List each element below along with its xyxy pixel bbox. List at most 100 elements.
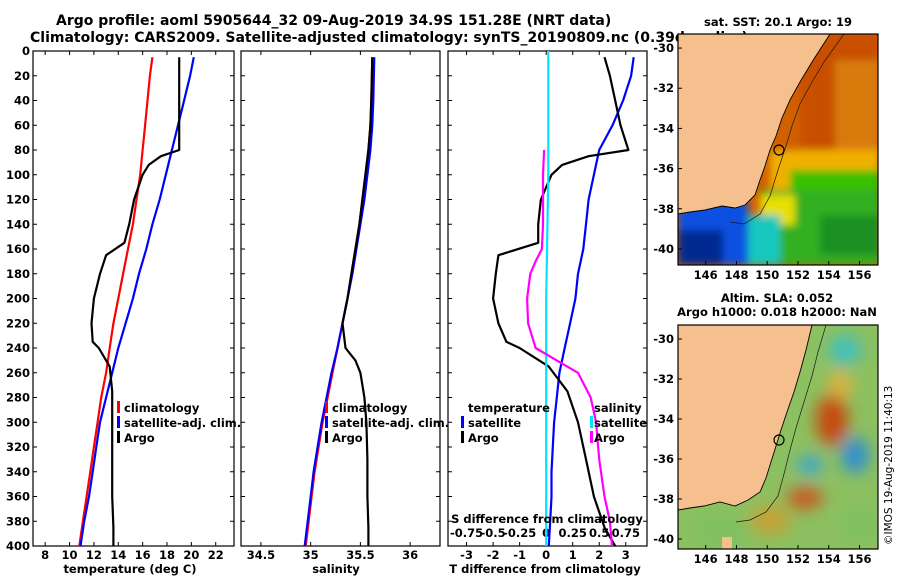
map-x-tick-label: 146 <box>694 552 718 566</box>
sla-field <box>690 335 878 548</box>
header-title-line2: Climatology: CARS2009. Satellite-adjuste… <box>30 30 748 46</box>
x-tick-label: 14 <box>110 548 126 562</box>
s-axis-tick-label: -0.25 <box>503 526 536 540</box>
legend-label-argo: Argo <box>124 431 155 445</box>
y-tick-label: 220 <box>6 316 30 330</box>
x-tick-label: 22 <box>208 548 224 562</box>
salinity-legend: climatology satellite-adj. clim. Argo <box>325 401 449 445</box>
map-y-tick-label: -40 <box>653 532 674 546</box>
map-x-tick-label: 148 <box>724 552 748 566</box>
map-x-tick-label: 150 <box>755 268 779 282</box>
legend-swatch-argo <box>325 431 328 443</box>
map-x-tick-label: 152 <box>786 552 810 566</box>
map-x-tick-label: 154 <box>817 552 841 566</box>
y-tick-label: 280 <box>6 391 30 405</box>
imos-credit: ©IMOS 19-Aug-2019 11:40:13 <box>883 386 895 545</box>
map-y-tick-label: -38 <box>653 492 674 506</box>
legend-swatch-satellite <box>325 416 328 428</box>
y-tick-label: 200 <box>6 292 30 306</box>
series-line-s-argo <box>526 149 614 546</box>
x-tick-label: 10 <box>62 548 78 562</box>
y-tick-label: 300 <box>6 415 30 429</box>
x-tick-label: 35 <box>303 548 319 562</box>
legend-label-climatology: climatology <box>124 401 200 415</box>
difference-series <box>492 51 635 546</box>
map-y-tick-label: -34 <box>653 412 674 426</box>
y-tick-label: 340 <box>6 465 30 479</box>
salinity-series <box>303 57 376 546</box>
difference-legend-salinity: salinity satellite Argo <box>590 401 647 445</box>
sla-map: 146 148 150 152 154 156 -30 -32 -34 -36 -38 -40 <box>653 324 879 566</box>
sla-land <box>678 325 812 510</box>
temperature-legend: climatology satellite-adj. clim. Argo <box>117 401 241 445</box>
y-tick-label: 380 <box>6 514 30 528</box>
series-line-argo <box>341 57 374 546</box>
map-y-tick-label: -32 <box>653 81 674 95</box>
x-tick-label: 1 <box>569 548 577 562</box>
sst-field <box>678 34 878 265</box>
s-axis-tick-label: -0.5 <box>481 526 506 540</box>
map-y-tick-label: -36 <box>653 452 674 466</box>
y-tick-label: 360 <box>6 490 30 504</box>
x-tick-label: -3 <box>460 548 473 562</box>
difference-top-axis-label: S difference from climatology <box>451 512 643 526</box>
y-tick-label: 20 <box>14 69 30 83</box>
legend-label-satellite: satellite-adj. clim. <box>332 416 449 430</box>
temperature-series <box>78 56 195 546</box>
sst-map-title: sat. SST: 20.1 Argo: 19 <box>704 15 852 29</box>
map-y-tick-label: -36 <box>653 162 674 176</box>
legend-label-t-argo: Argo <box>468 431 499 445</box>
sst-map-frame <box>677 33 879 266</box>
legend-label-s-satellite: satellite <box>594 416 647 430</box>
x-tick-label: 18 <box>159 548 175 562</box>
temperature-x-axis: 8 10 12 14 16 18 20 22 <box>41 51 224 562</box>
map-x-tick-label: 148 <box>724 268 748 282</box>
x-tick-label: 34.5 <box>247 548 275 562</box>
salinity-profile-panel: 34.5 35 35.5 36 salinity climatology satell… <box>240 50 449 576</box>
x-tick-label: 20 <box>183 548 199 562</box>
series-line-argo <box>90 57 181 546</box>
header-title-line1: Argo profile: aoml 5905644_32 09-Aug-201… <box>56 13 611 29</box>
y-tick-label: 140 <box>6 217 30 231</box>
x-tick-label: -1 <box>513 548 526 562</box>
sla-map-title-line2: Argo h1000: 0.018 h2000: NaN <box>677 305 877 319</box>
salinity-x-label: salinity <box>312 562 360 576</box>
temperature-y-axis: 0 20 40 60 80 100 120 140 160 180 200 220 240 260 280 3… <box>6 44 234 553</box>
sla-coastline <box>678 325 813 511</box>
sla-map-title-line1: Altim. SLA: 0.052 <box>721 291 833 305</box>
difference-legend-temperature: temperature satellite Argo <box>461 401 550 445</box>
sst-map: 146 148 150 152 154 156 -30 -32 -34 -36 -38 -40 <box>653 33 879 282</box>
x-tick-label: 0 <box>542 548 550 562</box>
legend-label-t-satellite: satellite <box>468 416 521 430</box>
map-y-tick-label: -32 <box>653 372 674 386</box>
map-x-tick-label: 146 <box>694 268 718 282</box>
tasmania-land <box>722 537 732 549</box>
y-tick-label: 320 <box>6 440 30 454</box>
map-x-tick-label: 156 <box>848 268 872 282</box>
y-tick-label: 180 <box>6 267 30 281</box>
y-tick-label: 260 <box>6 366 30 380</box>
s-axis-tick-label: 0.75 <box>612 526 640 540</box>
x-tick-label: -2 <box>487 548 500 562</box>
x-tick-label: 2 <box>595 548 603 562</box>
salinity-plot-frame <box>240 50 441 547</box>
y-tick-label: 60 <box>14 118 30 132</box>
difference-x-axis: -3 -2 -1 0 1 2 3 <box>460 51 630 562</box>
sst-coastline <box>678 34 831 215</box>
x-tick-label: 3 <box>622 548 630 562</box>
legend-swatch-s-argo <box>590 431 593 443</box>
series-line-t-argo <box>492 56 630 546</box>
sla-map-frame <box>677 324 879 550</box>
legend-swatch-t-argo <box>461 431 464 443</box>
legend-label-argo: Argo <box>332 431 363 445</box>
legend-swatch-t-satellite <box>461 416 464 428</box>
series-line-s-satellite <box>545 51 550 546</box>
y-tick-label: 120 <box>6 193 30 207</box>
map-y-tick-label: -30 <box>653 41 674 55</box>
sla-map-axes: 146 148 150 152 154 156 -30 -32 -34 -36 -38 -40 <box>653 332 871 566</box>
legend-swatch-climatology <box>117 401 120 413</box>
s-axis-tick-label: 0.25 <box>559 526 587 540</box>
x-tick-label: 8 <box>41 548 49 562</box>
difference-profile-panel: -3 -2 -1 0 1 2 3 -0.75-0.5-0.25 0 0.25 0.5 0.75 T … <box>447 50 648 576</box>
x-tick-label: 35.5 <box>346 548 374 562</box>
